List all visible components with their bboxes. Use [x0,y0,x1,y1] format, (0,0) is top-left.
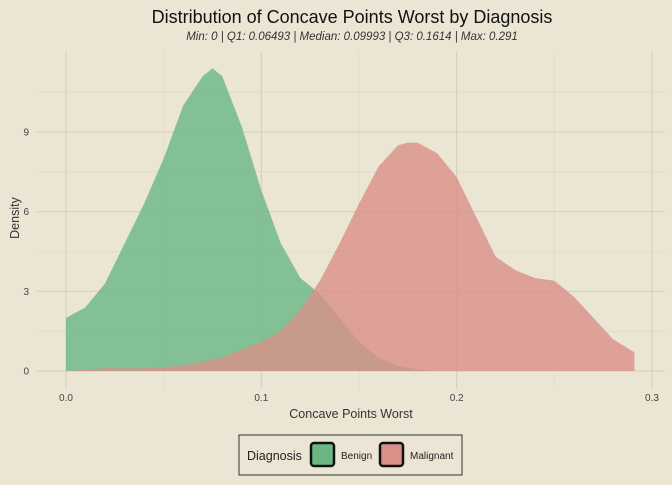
chart-subtitle: Min: 0 | Q1: 0.06493 | Median: 0.09993 |… [186,31,518,43]
legend-label-benign: Benign [341,451,372,462]
y-tick-label: 0 [23,367,29,378]
area-layer [66,68,635,372]
y-tick-label: 3 [23,287,29,298]
x-axis-label: Concave Points Worst [289,407,413,421]
density-area-malignant [66,142,635,371]
density-area-benign [66,68,438,372]
x-tick-label: 0.2 [450,393,464,404]
y-tick-label: 9 [23,128,29,139]
legend-key-benign [309,441,336,468]
x-tick-label: 0.1 [254,393,268,404]
legend-key-malignant [378,441,405,468]
y-axis-label: Density [8,196,22,238]
x-tick-layer: 0.0 0.1 0.2 0.3 [59,393,659,404]
y-tick-layer: 0 3 6 9 [23,128,29,378]
legend-title: Diagnosis [247,449,302,463]
chart-title: Distribution of Concave Points Worst by … [152,7,553,27]
y-tick-label: 6 [23,207,29,218]
x-tick-label: 0.3 [645,393,659,404]
legend: Diagnosis Benign Malignant [238,434,463,476]
legend-label-malignant: Malignant [410,451,454,462]
legend-box [238,434,463,476]
x-tick-label: 0.0 [59,393,73,404]
